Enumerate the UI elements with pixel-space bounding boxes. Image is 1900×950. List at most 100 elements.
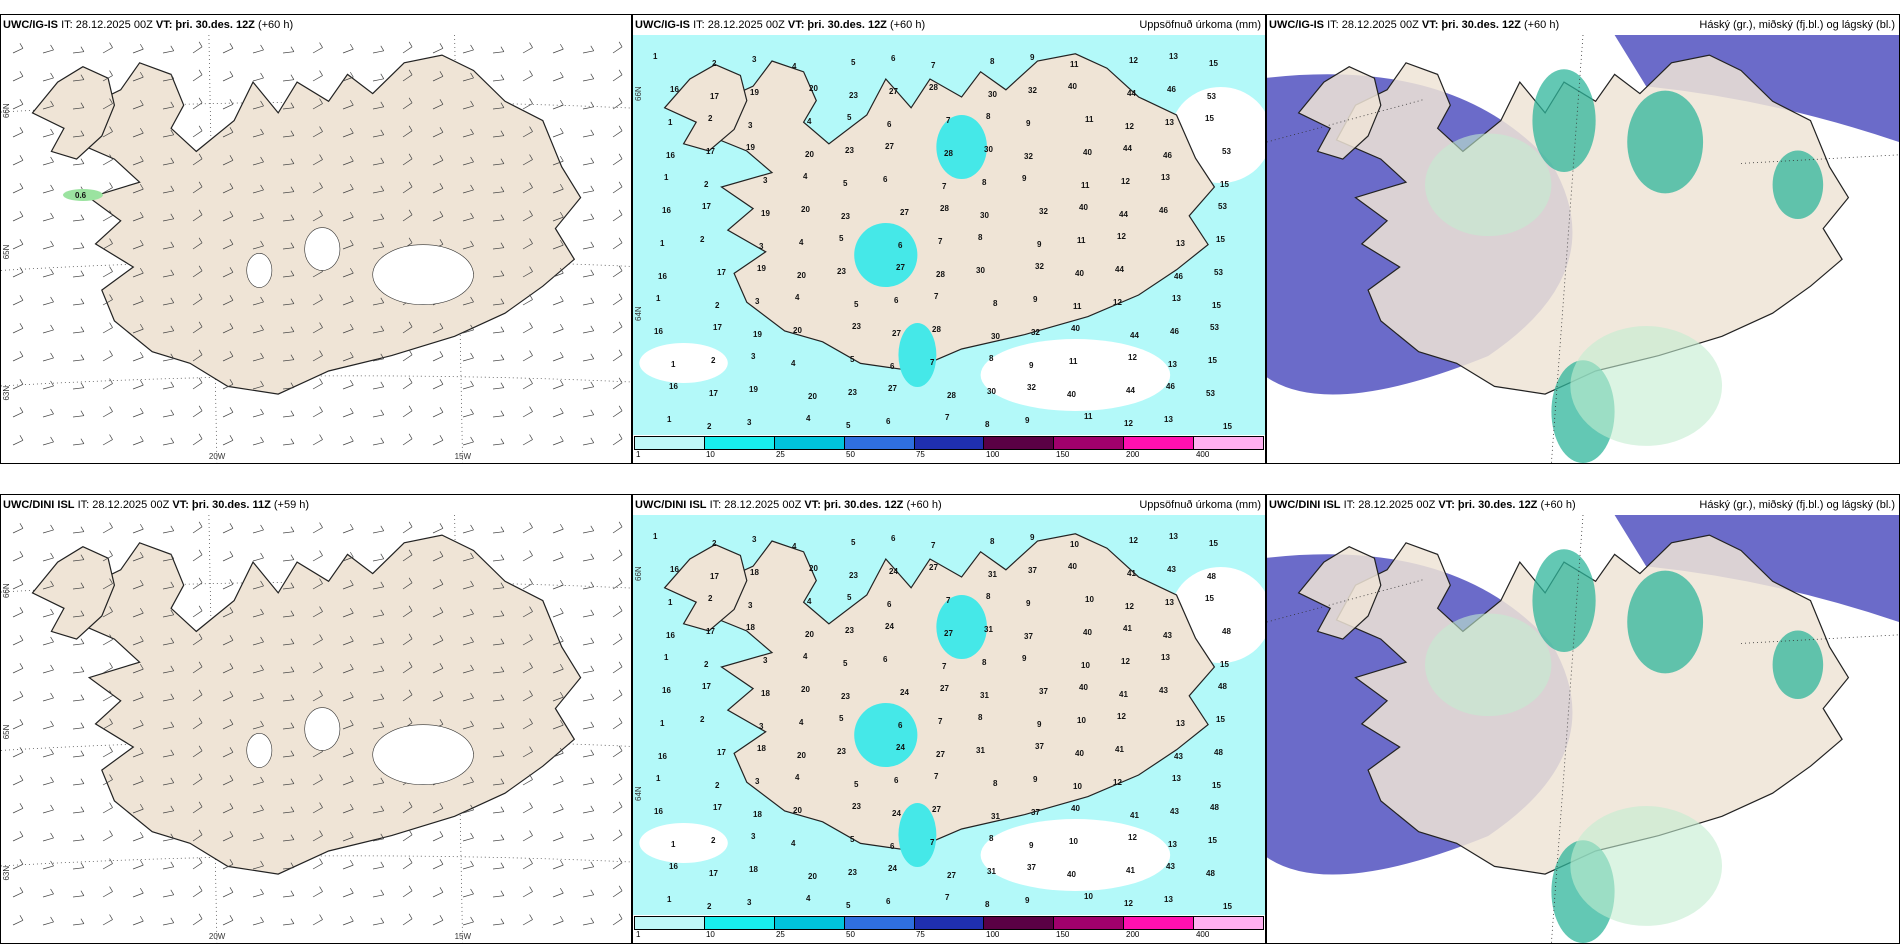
- wind-barb: [222, 103, 234, 110]
- longitude-label: 15W: [455, 452, 472, 461]
- wind-barb: [402, 382, 413, 390]
- wind-barb: [312, 527, 323, 534]
- precip-value: 27: [929, 563, 938, 572]
- wind-barb-flag: [109, 238, 113, 244]
- high-cloud-area: [1570, 326, 1723, 446]
- wind-barb-flag: [349, 183, 354, 190]
- wind-barb-flag: [170, 73, 175, 79]
- wind-barb: [372, 386, 384, 390]
- precip-value: 1: [664, 173, 669, 182]
- wind-barb: [102, 527, 113, 534]
- colorbar-swatch: [914, 437, 985, 449]
- wind-barb: [102, 439, 113, 446]
- wind-barb-flag: [109, 98, 113, 104]
- wind-barb: [372, 586, 384, 590]
- wind-barb-flag: [260, 352, 264, 359]
- wind-barb-flag: [470, 552, 474, 559]
- wind-barb: [372, 330, 384, 334]
- wind-barb: [72, 303, 84, 306]
- wind-barb-flag: [559, 379, 564, 386]
- wind-barb-flag: [500, 862, 505, 868]
- precip-value: 23: [837, 267, 846, 276]
- wind-barb-flag: [618, 321, 623, 327]
- wind-barb: [312, 131, 323, 138]
- wind-barb-flag: [290, 158, 295, 164]
- wind-barb: [132, 384, 144, 390]
- wind-barb-flag: [50, 72, 54, 79]
- wind-barb: [162, 218, 174, 222]
- wind-barb: [282, 303, 294, 306]
- precip-value: 12: [1129, 536, 1138, 545]
- precip-value: 15: [1220, 660, 1229, 669]
- wind-barb: [582, 866, 594, 870]
- wind-barb: [342, 696, 354, 702]
- wind-barb: [102, 919, 113, 926]
- precip-value: 3: [747, 418, 752, 427]
- wind-barb: [612, 862, 623, 870]
- wind-barb: [222, 411, 234, 418]
- wind-barb-flag: [500, 326, 505, 332]
- wind-barb: [522, 47, 533, 54]
- wind-barb-flag: [529, 914, 533, 920]
- wind-barb-flag: [319, 662, 323, 668]
- latitude-line: [1, 259, 631, 271]
- wind-barb: [222, 299, 234, 306]
- iceland-landmass: [1297, 534, 1850, 875]
- wind-barb-flag: [290, 554, 295, 560]
- wind-barb-flag: [198, 885, 203, 891]
- wind-barb: [12, 695, 24, 702]
- wind-barb: [462, 557, 474, 562]
- wind-barb-flag: [380, 553, 385, 559]
- latitude-line: [1, 855, 631, 867]
- precip-value: 1: [660, 719, 665, 728]
- iceland-landmass: [31, 534, 582, 875]
- wind-barb-flag: [229, 295, 234, 301]
- wind-barb-flag: [198, 349, 203, 355]
- precip-value: 6: [898, 241, 903, 250]
- wind-barb: [72, 359, 84, 362]
- wind-barb: [72, 331, 84, 334]
- latitude-label: 66N: [634, 566, 643, 581]
- wind-barb: [552, 328, 564, 334]
- wind-barb-flag: [349, 211, 354, 218]
- model-name: UWC/DINI ISL: [3, 499, 75, 511]
- wind-barb: [162, 302, 174, 306]
- wind-barb-flag: [260, 608, 264, 615]
- wind-barb: [132, 272, 144, 278]
- wind-barb-flag: [260, 776, 264, 783]
- wind-barb-flag: [408, 97, 413, 103]
- wind-barb-flag: [529, 434, 533, 440]
- high-cloud: [1425, 613, 1723, 926]
- precip-value: 12: [1128, 833, 1137, 842]
- wind-barb: [192, 326, 203, 334]
- wind-barb-flag: [109, 634, 113, 640]
- wind-barb: [582, 754, 594, 758]
- wind-barb-flag: [229, 887, 234, 893]
- colorbar-tick-label: 200: [1126, 930, 1140, 939]
- wind-barb: [192, 354, 203, 362]
- panel-title: Uppsöfnuð úrkoma (mm): [1139, 499, 1261, 511]
- precip-value: 18: [746, 623, 755, 632]
- wind-barb: [12, 215, 24, 222]
- precip-value: 23: [845, 146, 854, 155]
- wind-barb: [132, 188, 144, 194]
- wind-barb-flag: [319, 886, 323, 892]
- wind-barb-flag: [349, 663, 354, 670]
- wind-barb: [12, 159, 24, 166]
- valid-label: VT:: [1421, 19, 1439, 31]
- latitude-label: 63N: [2, 386, 11, 401]
- wind-barb-flag: [170, 637, 175, 643]
- wind-barb: [162, 838, 174, 842]
- wind-barb: [102, 779, 113, 786]
- precip-value: 32: [1027, 383, 1036, 392]
- wind-barb-flag: [139, 887, 144, 894]
- wind-barb: [12, 271, 24, 278]
- wind-barb-flag: [139, 435, 144, 442]
- wind-barb-flag: [529, 98, 533, 104]
- wind-barb: [222, 47, 234, 54]
- valid-label: VT:: [155, 19, 173, 31]
- wind-barb-flag: [380, 889, 385, 895]
- precip-value: 31: [988, 570, 997, 579]
- wind-barb-flag: [559, 183, 564, 190]
- precip-value: 2: [704, 180, 709, 189]
